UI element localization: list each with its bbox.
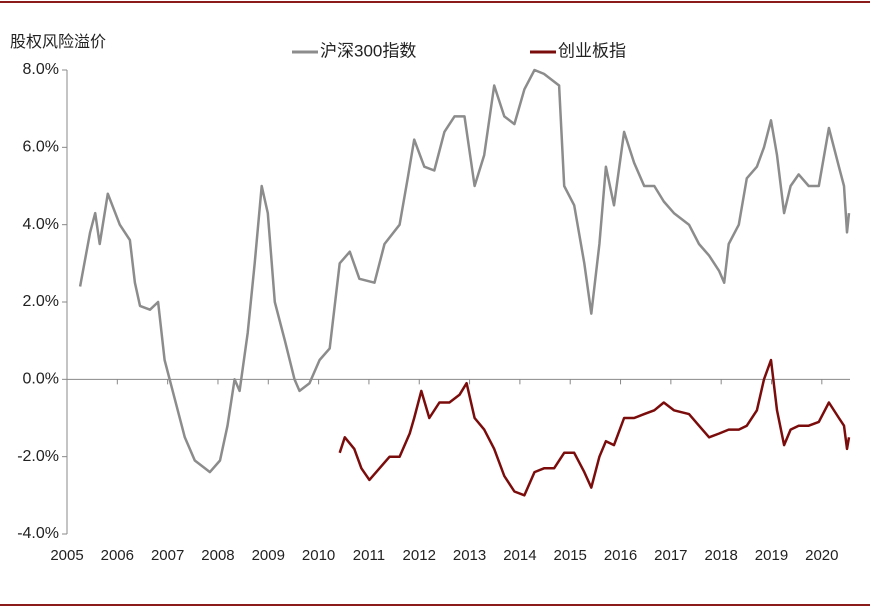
x-tick-label: 2013 [453,547,486,564]
x-tick-label: 2009 [252,547,285,564]
x-tick-label: 2015 [554,547,587,564]
y-tick-label: 2.0% [23,293,59,310]
legend-label: 创业板指 [558,41,626,60]
y-tick-label: 8.0% [23,61,59,78]
x-tick-label: 2020 [805,547,838,564]
x-tick-label: 2016 [604,547,637,564]
y-tick-label: 0.0% [23,371,59,388]
x-tick-label: 2011 [353,547,385,564]
x-tick-label: 2019 [755,547,788,564]
x-tick-label: 2007 [151,547,184,564]
y-tick-label: 6.0% [23,139,59,156]
x-tick-label: 2008 [201,547,234,564]
y-tick-label: 4.0% [23,216,59,233]
x-tick-label: 2014 [503,547,536,564]
x-tick-label: 2018 [704,547,737,564]
x-tick-label: 2012 [403,547,436,564]
chart-title: 股权风险溢价 [10,33,106,51]
y-tick-label: -4.0% [17,525,59,542]
y-tick-label: -2.0% [17,448,59,465]
x-tick-label: 2006 [101,547,134,564]
series-line [78,68,851,474]
x-tick-label: 2010 [302,547,335,564]
x-tick-label: 2017 [654,547,687,564]
series-line [338,358,851,497]
legend-label: 沪深300指数 [320,41,416,60]
x-tick-label: 2005 [50,547,83,564]
